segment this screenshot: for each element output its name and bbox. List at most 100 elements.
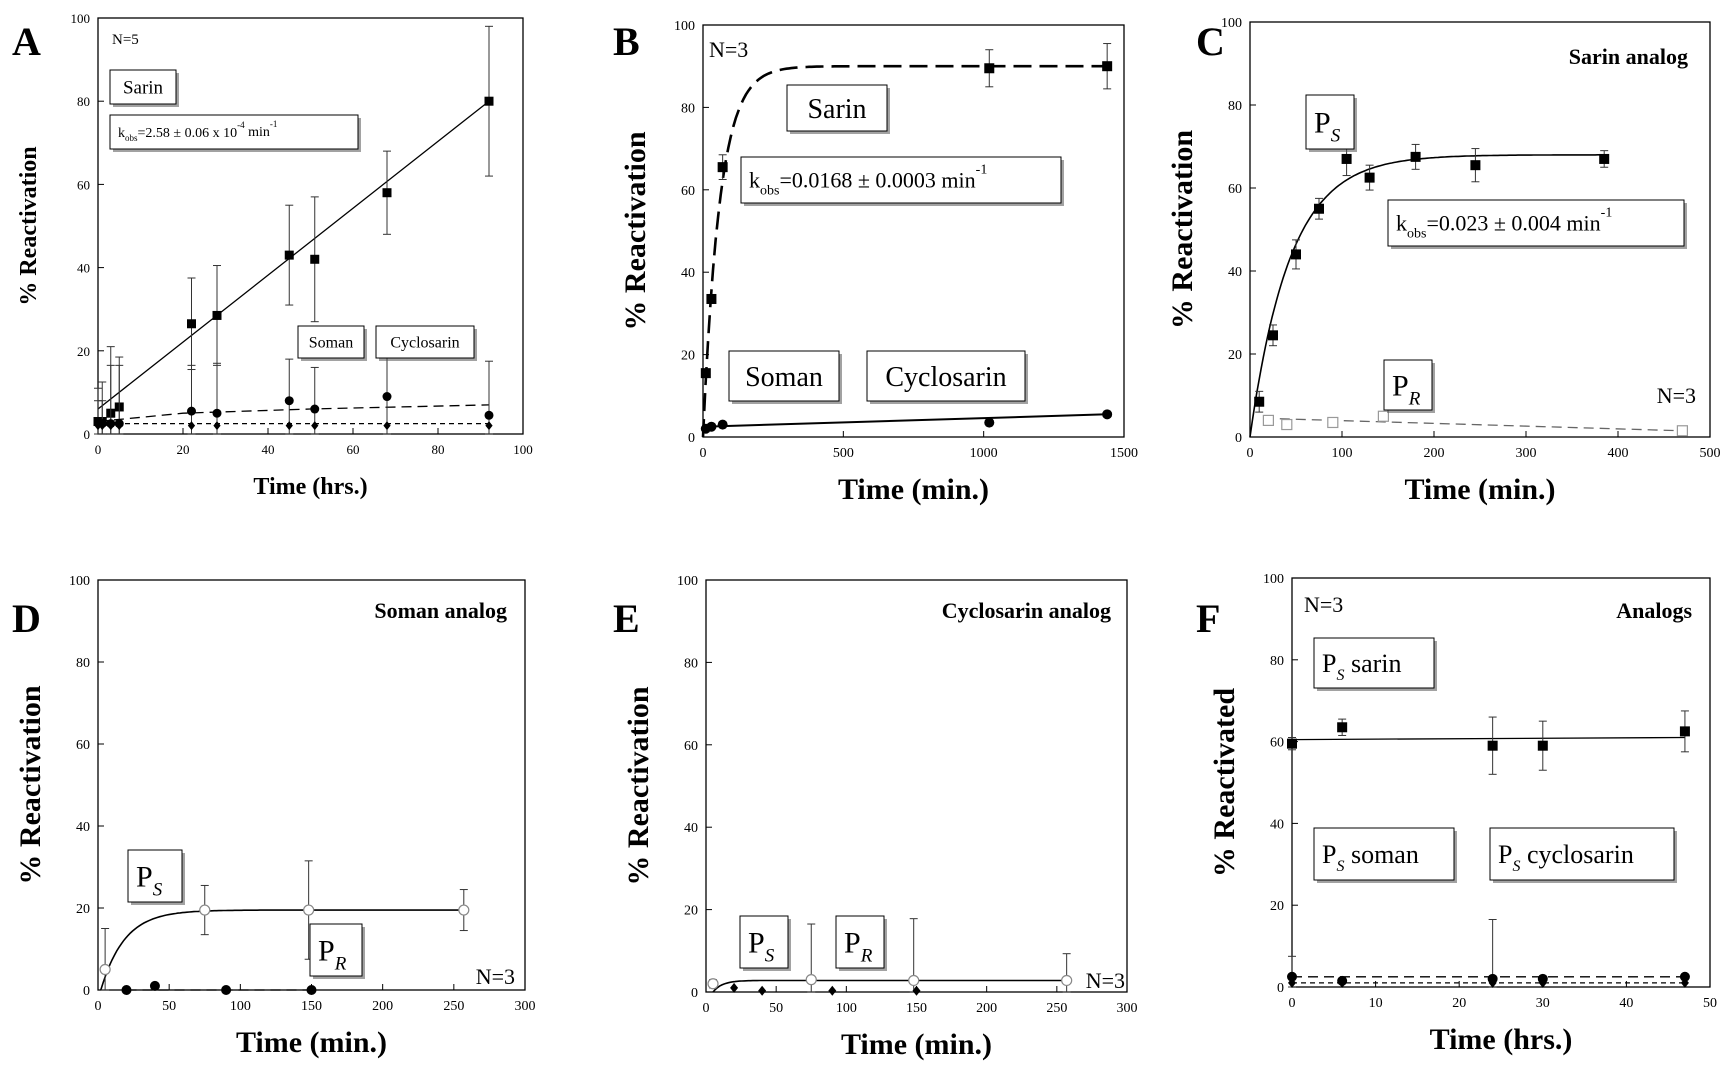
panel-b: B 0 500 1000 1500 0 20 40 60 80 100 Time (min.) % Re… [613, 19, 1138, 506]
x-tick-label: 250 [1046, 1001, 1067, 1016]
panel-d: D 0 50 100 150 200 250 300 0 20 40 60 80 100 Time (min… [12, 574, 536, 1059]
data-point [717, 162, 728, 173]
label-part: obs [760, 184, 779, 199]
fit-line [702, 413, 1108, 428]
x-axis-label: Time (min.) [236, 1026, 387, 1059]
y-tick-label: 100 [69, 574, 90, 589]
pr-label-box [835, 915, 885, 969]
label-part: -4 [237, 120, 245, 130]
data-point [1287, 971, 1297, 982]
y-tick-label: 100 [1263, 572, 1284, 587]
sarin-label: Sarin [123, 78, 164, 99]
y-tick-label: 20 [1270, 899, 1284, 914]
data-point [485, 421, 493, 431]
y-tick-label: 20 [77, 344, 90, 359]
x-tick-label: 20 [177, 442, 190, 457]
ps-cyclosarin-label: PS cyclosarin [1498, 840, 1634, 875]
fit-curve [712, 979, 1067, 993]
data-point [1676, 425, 1689, 437]
x-tick-label: 100 [836, 1001, 857, 1016]
y-tick-label: 40 [1270, 817, 1284, 832]
data-point [484, 410, 494, 420]
label-part: R [860, 946, 873, 967]
cyclosarin-label: Cyclosarin [885, 362, 1006, 393]
label-part: P [318, 935, 335, 968]
label-part: P [1314, 107, 1331, 140]
y-axis-label: % Reactivation [1166, 130, 1199, 329]
kobs-label-box [1387, 199, 1685, 247]
y-tick-label: 0 [1277, 981, 1284, 996]
data-point [187, 406, 196, 416]
cyclosarin-label-box [375, 325, 475, 359]
data-point [1061, 974, 1073, 987]
data-point [700, 368, 711, 379]
data-point [1287, 738, 1297, 749]
data-point [984, 63, 995, 74]
x-tick-label: 500 [1700, 446, 1721, 461]
label-part: Cyclosarin [390, 335, 459, 352]
series-3 [1288, 977, 1689, 988]
series-1 [707, 918, 1073, 993]
series-2 [1262, 410, 1689, 437]
sarin-label-box [786, 84, 888, 132]
data-point [908, 974, 920, 987]
x-tick-label: 150 [301, 999, 322, 1014]
label-part: =0.0168 ± 0.0003 min [779, 168, 975, 193]
data-point [310, 254, 320, 264]
y-tick-label: 40 [684, 821, 698, 836]
label-part: P [748, 927, 765, 960]
data-point [303, 904, 315, 916]
fit-curve [100, 909, 464, 991]
data-point [107, 421, 115, 431]
series-2 [1287, 919, 1690, 988]
data-point [1377, 410, 1390, 422]
data-point [1288, 977, 1296, 988]
label-part: P [1322, 649, 1336, 678]
label-part: Soman [745, 362, 823, 393]
x-tick-label: 400 [1608, 446, 1629, 461]
label-part: soman [1344, 840, 1418, 869]
x-tick-label: 150 [906, 1001, 927, 1016]
label-part: -1 [270, 119, 278, 129]
analog-title: Analogs [1616, 598, 1692, 623]
x-tick-label: 0 [1289, 996, 1296, 1011]
pr-label: PR [844, 927, 873, 967]
data-point [1679, 971, 1690, 982]
fit-curve [701, 64, 1108, 438]
y-tick-label: 20 [684, 904, 698, 919]
x-tick-label: 0 [95, 999, 102, 1014]
x-tick-label: 50 [769, 1001, 783, 1016]
pr-label-box [1383, 359, 1433, 411]
label-part: -1 [1601, 206, 1613, 221]
label-part: k [749, 168, 760, 193]
y-tick-label: 40 [77, 261, 90, 276]
data-point [310, 404, 320, 414]
y-tick-label: 20 [1228, 348, 1242, 363]
data-point [758, 985, 767, 996]
x-axis-label: Time (min.) [1404, 473, 1555, 506]
label-part: P [1322, 840, 1336, 869]
x-tick-label: 20 [1452, 996, 1466, 1011]
data-point [1538, 977, 1547, 988]
x-tick-label: 100 [1332, 446, 1353, 461]
label-part: sarin [1344, 649, 1401, 678]
x-tick-label: 0 [700, 446, 707, 461]
label-part: =2.58 ± 0.06 x 10 [138, 126, 238, 141]
y-tick-label: 0 [84, 427, 91, 442]
label-part: min [245, 125, 270, 140]
panel-c: C 0 100 200 300 400 500 0 20 40 60 80 100 Time (min.)… [1166, 16, 1721, 506]
x-axis-label: Time (hrs.) [253, 474, 367, 500]
label-part: R [334, 954, 347, 975]
label-part: Sarin [807, 94, 866, 125]
label-part: P [1498, 840, 1512, 869]
y-tick-label: 80 [1270, 654, 1284, 669]
fit-line [1263, 417, 1683, 432]
data-point [213, 421, 221, 431]
data-point [221, 985, 232, 995]
data-point [805, 974, 817, 986]
y-tick-label: 20 [681, 349, 695, 364]
panel-f: F 0 10 20 30 40 50 0 20 40 60 80 100 Time (hrs.) % Rea… [1196, 572, 1717, 1056]
pr-label: PR [1392, 370, 1421, 410]
x-tick-label: 1000 [970, 446, 998, 461]
x-tick-label: 300 [515, 999, 536, 1014]
